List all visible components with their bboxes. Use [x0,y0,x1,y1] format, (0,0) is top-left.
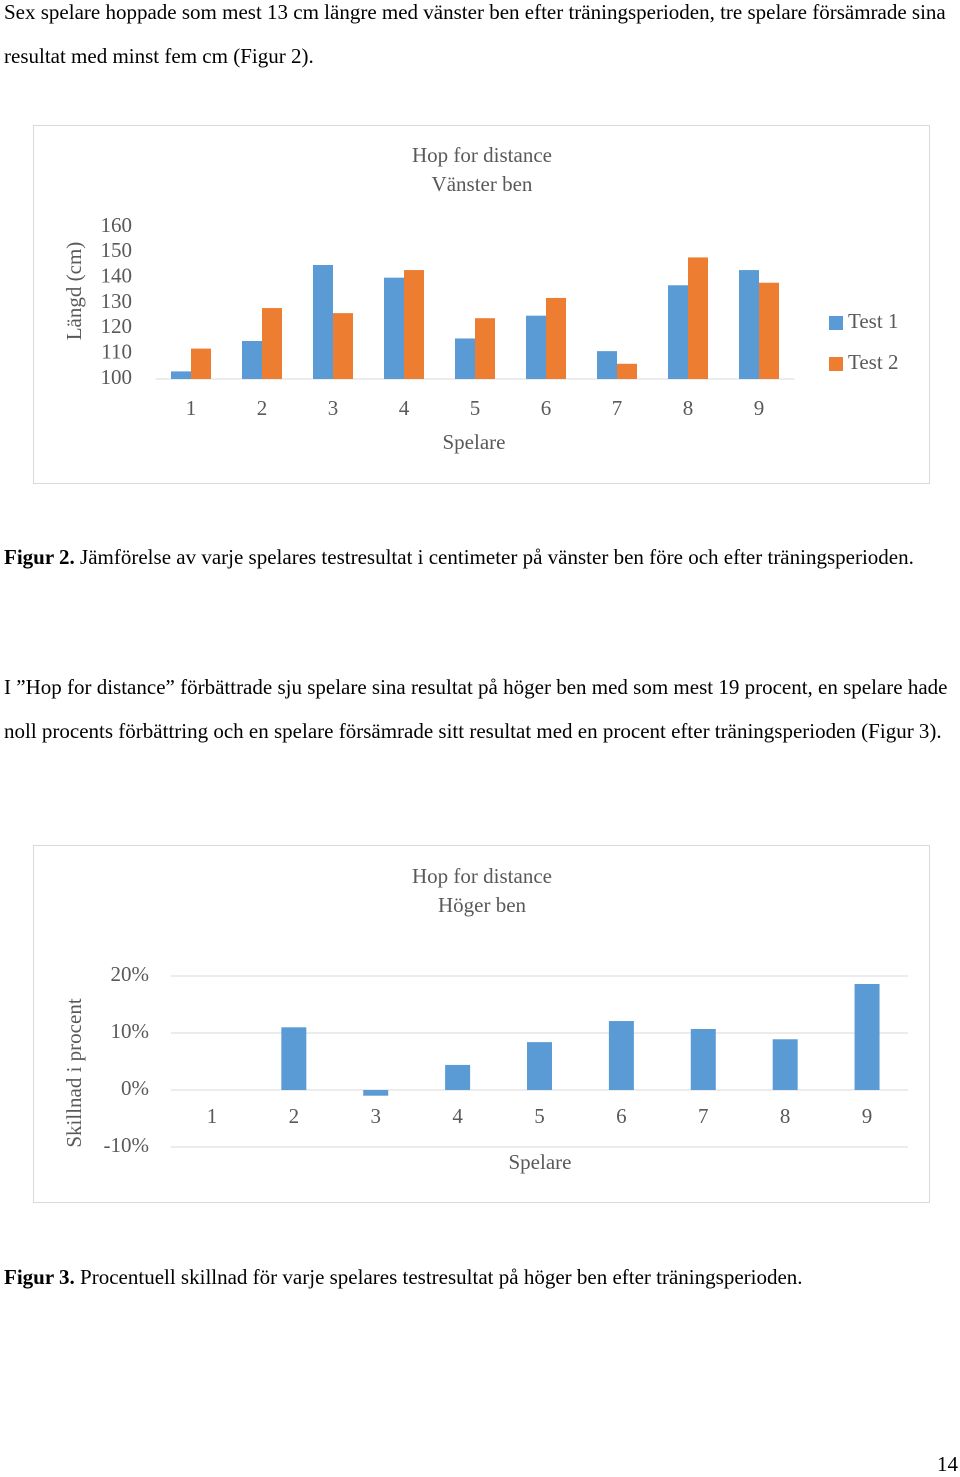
bar [242,341,262,379]
legend-label: Test 2 [848,350,898,374]
y-tick-label: 10% [111,1019,150,1043]
bar [772,1039,798,1090]
bar [546,297,566,379]
bar [191,348,211,379]
legend-swatch [829,316,843,330]
x-tick-label: 1 [207,1104,218,1128]
bar [739,270,759,379]
bar [171,371,191,379]
bar [668,285,688,379]
chart-title: Hop for distance [412,864,552,888]
caption-label: Figur 2. [4,545,75,569]
x-tick-label: 3 [328,396,339,420]
bar [262,308,282,379]
x-tick-label: 8 [683,396,694,420]
bar [854,983,880,1090]
bar [445,1064,471,1090]
bar [475,318,495,379]
bar [527,1042,552,1090]
chart-subtitle: Höger ben [438,893,527,917]
x-tick-label: 7 [698,1104,709,1128]
chart: Hop for distance Vänster ben Längd (cm) Spe… [33,125,930,484]
caption-text: Jämförelse av varje spelares testresulta… [80,545,914,569]
y-tick-label: 100 [101,365,133,389]
y-axis-label: Skillnad i procent [62,998,86,1147]
x-axis-label: Spelare [443,430,506,454]
bar [281,1027,307,1090]
bar [313,265,333,379]
page-number: 14 [937,1452,958,1476]
y-tick-label: 160 [101,213,133,237]
x-tick-label: 6 [616,1104,627,1128]
x-tick-label: 9 [754,396,765,420]
legend-swatch [829,357,843,371]
y-tick-label: 120 [101,314,133,338]
x-tick-label: 4 [399,396,410,420]
x-tick-label: 3 [370,1104,381,1128]
y-tick-label: 110 [101,339,132,363]
x-tick-label: 7 [612,396,623,420]
caption: Figur 3. Procentuell skillnad för varje … [4,1256,949,1300]
caption-label: Figur 3. [4,1265,75,1289]
paragraph: Sex spelare hoppade som mest 13 cm längr… [4,0,946,68]
bar [597,351,617,379]
caption: Figur 2. Jämförelse av varje spelares te… [4,536,949,580]
chart: Hop for distance Höger ben Skillnad i proc… [33,845,930,1203]
x-tick-label: 5 [470,396,481,420]
bar [608,1021,634,1090]
y-tick-label: 150 [101,238,133,262]
caption-text: Procentuell skillnad för varje spelares … [80,1265,803,1289]
bar [690,1029,716,1090]
bar [384,277,404,379]
x-tick-label: 5 [534,1104,545,1128]
bar [688,257,708,379]
chart-title: Hop for distance [412,143,552,167]
bar [363,1090,389,1096]
x-tick-label: 1 [186,396,197,420]
bar [455,338,475,379]
paragraph: I ”Hop for distance” förbättrade sju spe… [4,675,948,743]
x-tick-label: 4 [452,1104,463,1128]
bar [333,313,353,379]
x-tick-label: 6 [541,396,552,420]
bar [617,363,637,379]
bar [759,282,779,379]
y-tick-label: 0% [121,1076,149,1100]
x-tick-label: 8 [780,1104,791,1128]
x-tick-label: 9 [862,1104,873,1128]
x-axis-label: Spelare [509,1150,572,1174]
y-tick-label: -10% [104,1133,150,1157]
chart-subtitle: Vänster ben [432,172,533,196]
x-tick-label: 2 [289,1104,300,1128]
y-axis-label: Längd (cm) [62,242,86,341]
y-tick-label: 140 [101,263,133,287]
bar [404,270,424,379]
legend-label: Test 1 [848,309,898,333]
x-tick-label: 2 [257,396,268,420]
bar [526,315,546,379]
y-tick-label: 130 [101,289,133,313]
y-tick-label: 20% [111,962,150,986]
